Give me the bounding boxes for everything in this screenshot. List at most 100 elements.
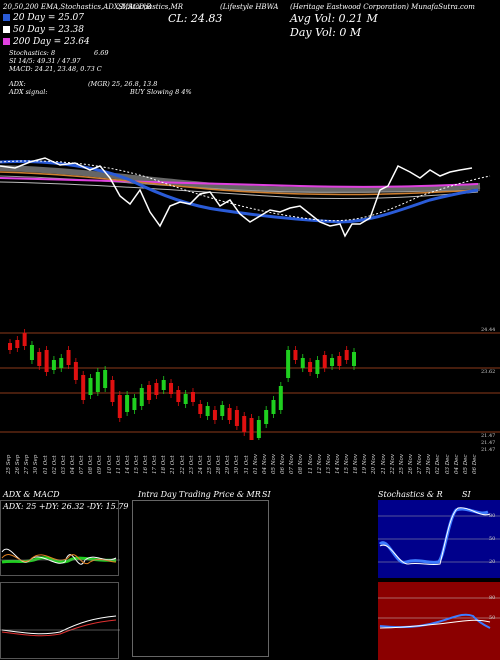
candle-body [139,388,144,406]
date-label: 31 Oct [243,455,250,474]
date-label: 30 Sep [33,454,40,474]
date-label: 06 Nov [280,454,287,474]
date-label: 22 Nov [389,454,396,474]
date-label: 04 Nov [261,454,268,474]
candle-body [110,380,115,402]
date-label: 03 Oct [60,455,67,474]
adx-stats: ADX: 25 +DY: 26.32 -DY: 15.79 [3,502,129,511]
candle-body [73,362,78,380]
candle-body [293,350,298,360]
ema200-line [0,177,479,188]
candle-body [51,360,56,370]
candle-body [256,420,261,438]
candle-body [132,398,137,410]
candle-body [8,343,12,350]
legend-ema50: 50 Day = 23.38 [3,25,84,35]
adx-minus-di [1,554,117,565]
date-label: 14 Oct [124,455,131,474]
date-label: 08 Nov [298,454,305,474]
candle-body [125,395,130,412]
ema50-dashed [0,160,491,222]
date-label: 26 Sep [15,454,22,474]
date-label: 23 Oct [188,455,195,474]
legend-ema20: 20 Day = 25.07 [3,13,84,23]
candle-body [264,410,269,424]
stoch-label-50: 50 [489,536,496,542]
date-label: 28 Oct [216,455,223,474]
candle-body [315,360,320,374]
date-label: 19 Nov [362,454,369,474]
stochastics-value: 6.69 [94,49,109,57]
date-label: 13 Nov [325,454,332,474]
candle-body [169,383,174,394]
stochastics-si: SI [462,490,471,499]
candle-body [198,404,203,414]
intraday-title: Intra Day Trading Price & MR [138,490,261,499]
date-label: 03 Dec [444,454,451,475]
date-label: 06 Dec [472,454,478,475]
header-tags: 20,50,200 EMA,Stochastics,ADX,MACD,B [3,3,152,11]
price-level: 24.44 [481,327,496,333]
stoch-d-line [379,507,491,566]
candle-body [190,392,195,402]
close-price: CL: 24.83 [168,12,223,25]
adx-value: (MGR) 25, 26.8, 13.8 [88,80,158,88]
candle-body [227,408,232,420]
date-label: 17 Oct [152,455,159,474]
intraday-panel [132,500,269,657]
price-level: 21.47 [481,440,496,446]
candle-body [154,383,159,395]
rsi-label-50: 50 [489,615,496,621]
candle-body [147,385,152,400]
date-label: 18 Oct [161,455,168,474]
symbol-line: (Lifestyle HBWA [220,3,279,11]
date-label: 18 Nov [353,454,360,474]
candle-body [330,358,335,366]
macd-line [1,615,117,635]
ema20-swatch [3,14,10,21]
date-label: 01 Oct [42,455,49,474]
candle-body [81,375,86,400]
si-stat: SI 14/5: 49.31 / 47.97 [9,57,81,65]
date-label: 25 Oct [207,455,214,474]
candle-body [161,380,166,390]
ema50-swatch [3,26,10,33]
ema200-swatch [3,38,10,45]
ema200-label: 200 Day = 23.64 [13,37,90,47]
day-volume: Day Vol: 0 M [290,26,362,39]
date-label: 07 Oct [79,455,86,474]
price-level: 23.62 [481,369,496,375]
candle-body [344,350,349,360]
date-label: 21 Nov [380,454,387,474]
date-label: 25 Nov [398,454,405,474]
macd-signal [1,619,117,637]
candle-body [234,410,239,426]
ema-grey-line [0,181,479,200]
candle-body [242,416,247,432]
stochastics-title: Stochastics & R [378,490,443,499]
date-label: 07 Nov [289,454,296,474]
date-label: 20 Nov [371,454,378,474]
legend-ema200: 200 Day = 23.64 [3,37,90,47]
date-label: 27 Nov [417,454,424,474]
rsi-signal [379,619,491,629]
candle-body [44,350,49,372]
adx-panel-border [0,500,119,576]
intraday-panel-border [132,500,269,657]
date-label: 08 Oct [88,455,95,474]
date-label: 15 Nov [344,454,351,474]
candle-body [249,418,254,440]
date-label: 14 Nov [334,454,341,474]
date-label: 12 Nov [316,454,323,474]
candle-body [220,405,225,416]
candle-body [212,410,217,420]
date-label: 29 Oct [225,455,232,474]
ema-band [0,165,481,194]
adx-signal-label: ADX signal: [9,88,48,96]
candle-body [337,356,342,366]
date-label: 05 Nov [270,454,277,474]
stochastics-stat: Stochastics: 8 [9,49,56,57]
candle-body [22,333,27,346]
adx-plus-di [1,556,117,564]
candle-body [59,358,64,368]
